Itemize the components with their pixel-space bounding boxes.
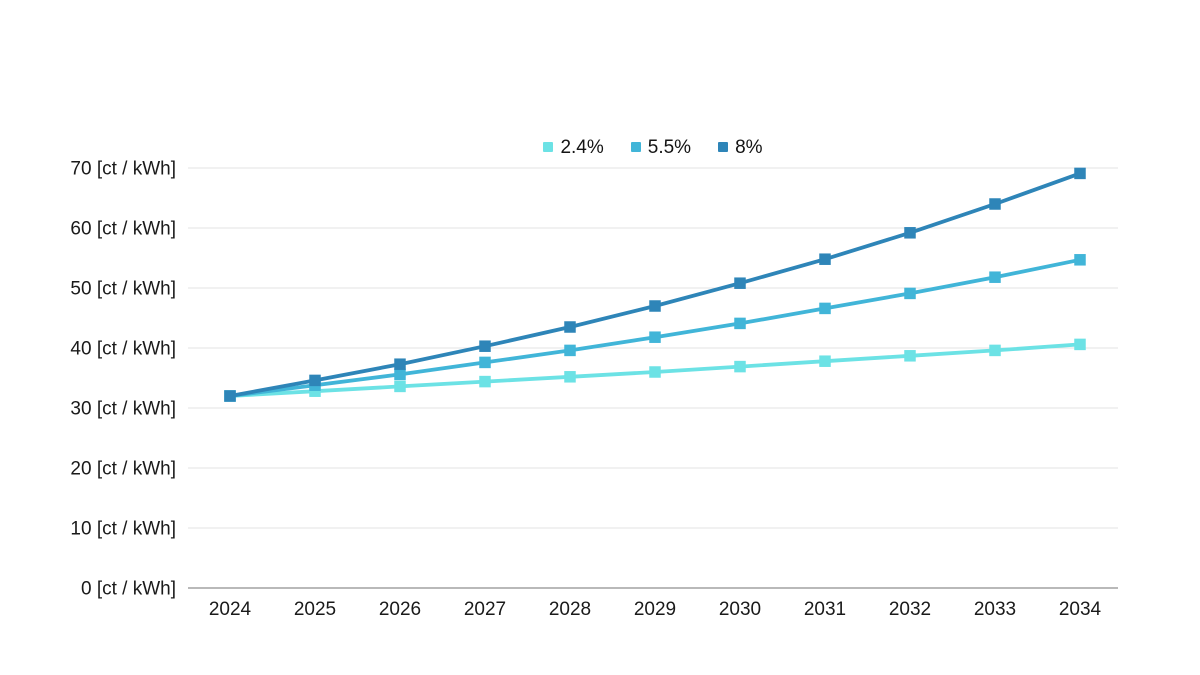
legend-label: 5.5% xyxy=(647,136,692,158)
y-tick-label: 0 [ct / kWh] xyxy=(81,579,176,600)
data-point-marker-5-5 xyxy=(479,356,491,369)
data-point-marker-5-5 xyxy=(649,331,661,343)
legend-item-2-4[interactable]: 2.4% xyxy=(543,136,604,158)
legend-label: 2.4% xyxy=(560,136,604,158)
x-tick-label: 2027 xyxy=(464,599,506,620)
y-tick-label: 70 [ct / kWh] xyxy=(70,159,176,180)
x-tick-label: 2024 xyxy=(209,599,252,620)
data-point-marker-8 xyxy=(1074,167,1086,180)
x-tick-label: 2029 xyxy=(634,599,676,620)
x-tick-label: 2028 xyxy=(549,599,591,620)
legend-item-5-5[interactable]: 5.5% xyxy=(630,136,692,158)
data-point-marker-5-5 xyxy=(1074,254,1086,266)
data-point-marker-8 xyxy=(224,390,236,402)
x-tick-label: 2030 xyxy=(719,599,761,620)
legend-marker-icon xyxy=(718,142,729,152)
data-point-marker-8 xyxy=(819,253,831,265)
y-tick-label: 60 [ct / kWh] xyxy=(70,219,176,240)
legend-marker-icon xyxy=(630,142,641,152)
data-point-marker-2-4 xyxy=(989,344,1001,357)
data-point-marker-8 xyxy=(479,340,491,352)
y-tick-label: 40 [ct / kWh] xyxy=(70,339,176,360)
x-tick-label: 2025 xyxy=(294,599,336,620)
x-tick-label: 2034 xyxy=(1059,599,1102,620)
data-point-marker-8 xyxy=(649,300,661,312)
legend-label: 8% xyxy=(735,136,763,158)
x-tick-label: 2031 xyxy=(804,599,846,620)
legend-marker-icon xyxy=(543,142,554,152)
series-2-4 xyxy=(224,338,1086,402)
y-tick-label: 10 [ct / kWh] xyxy=(70,519,176,540)
data-point-marker-5-5 xyxy=(819,302,831,315)
data-point-marker-8 xyxy=(394,358,406,370)
chart-legend: 2.4% 5.5% 8% xyxy=(188,133,1118,161)
data-point-marker-2-4 xyxy=(309,385,321,397)
y-tick-label: 30 [ct / kWh] xyxy=(70,399,176,420)
x-tick-label: 2033 xyxy=(974,599,1016,620)
data-point-marker-2-4 xyxy=(1074,338,1086,351)
data-point-marker-8 xyxy=(734,277,746,289)
data-point-marker-8 xyxy=(564,321,576,333)
series-5-5 xyxy=(224,254,1086,402)
y-tick-label: 20 [ct / kWh] xyxy=(70,459,176,480)
data-point-marker-2-4 xyxy=(904,350,916,362)
data-point-marker-8 xyxy=(309,374,321,387)
data-point-marker-2-4 xyxy=(394,380,406,393)
data-point-marker-8 xyxy=(989,198,1001,210)
data-point-marker-2-4 xyxy=(819,355,831,367)
data-point-marker-2-4 xyxy=(734,360,746,373)
data-point-marker-5-5 xyxy=(989,271,1001,283)
data-point-marker-2-4 xyxy=(564,371,576,383)
legend-item-8[interactable]: 8% xyxy=(718,136,763,158)
data-point-marker-5-5 xyxy=(734,317,746,330)
x-tick-label: 2026 xyxy=(379,599,421,620)
data-point-marker-8 xyxy=(904,227,916,239)
data-point-marker-2-4 xyxy=(649,366,661,378)
data-point-marker-5-5 xyxy=(904,287,916,300)
y-tick-label: 50 [ct / kWh] xyxy=(70,279,176,300)
data-point-marker-5-5 xyxy=(394,368,406,381)
data-point-marker-2-4 xyxy=(479,375,491,388)
x-tick-label: 2032 xyxy=(889,599,931,620)
data-point-marker-5-5 xyxy=(564,344,576,357)
series-8 xyxy=(224,167,1086,402)
